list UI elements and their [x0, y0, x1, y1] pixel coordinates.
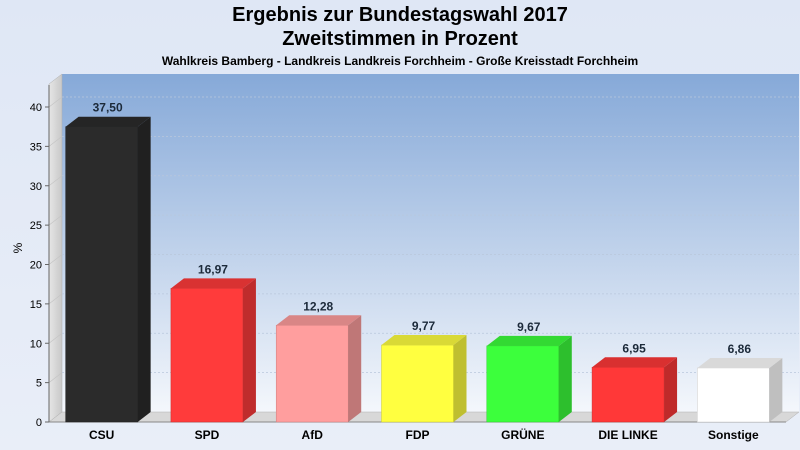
y-tick-label: 25 — [30, 220, 42, 232]
bar-side — [769, 357, 783, 422]
bar-top — [592, 357, 678, 368]
data-label: 12,28 — [303, 299, 333, 313]
x-tick-label: Sonstige — [708, 428, 759, 442]
y-tick-label: 5 — [36, 378, 42, 390]
gridline-side — [48, 214, 63, 226]
bar-front — [697, 367, 770, 423]
bar-top — [486, 335, 572, 346]
gridline-side — [48, 136, 63, 147]
bar-side — [453, 335, 467, 422]
gridline-side — [48, 332, 63, 344]
bar-side — [558, 335, 572, 422]
bar-side — [348, 315, 362, 422]
chart-title-line2: Zweitstimmen in Prozent — [282, 28, 518, 50]
bar — [381, 335, 467, 423]
bar-top — [170, 278, 256, 289]
gridline-side — [48, 96, 63, 108]
y-axis-label: % — [11, 242, 25, 253]
bar — [65, 116, 151, 423]
bar-side — [664, 357, 678, 422]
chart-subtitle: Wahlkreis Bamberg - Landkreis Landkreis … — [161, 54, 639, 68]
bar — [170, 278, 256, 423]
bar — [275, 315, 362, 423]
bar-front — [275, 325, 349, 423]
x-tick-label: CSU — [89, 428, 114, 442]
x-tick-label: DIE LINKE — [598, 428, 657, 442]
bar-front — [591, 367, 665, 423]
y-tick-label: 15 — [30, 299, 42, 311]
x-tick-label: AfD — [302, 428, 324, 442]
bar-front — [170, 288, 244, 423]
bar-side — [137, 116, 151, 422]
data-label: 6,95 — [622, 341, 646, 355]
x-tick-label: GRÜNE — [501, 427, 544, 442]
gridline-side — [48, 175, 63, 187]
x-tick-label: FDP — [406, 428, 430, 442]
bar-top — [276, 315, 362, 326]
gridline-side — [48, 293, 63, 305]
data-label: 16,97 — [198, 262, 228, 276]
bar-front — [381, 344, 454, 423]
bar-top — [65, 116, 151, 127]
y-tick-label: 20 — [30, 260, 42, 272]
y-tick-label: 0 — [36, 417, 42, 429]
bar-front — [486, 345, 560, 423]
bar-front — [65, 126, 138, 423]
bar — [591, 357, 678, 423]
bar — [697, 357, 783, 423]
gridline-side — [48, 372, 63, 383]
chart-title: Ergebnis zur Bundestagswahl 2017 — [232, 4, 568, 26]
data-label: 37,50 — [93, 101, 123, 115]
x-tick-label: SPD — [195, 428, 220, 442]
data-label: 9,67 — [517, 320, 541, 334]
plot-side-wall — [48, 73, 63, 423]
data-label: 6,86 — [728, 342, 752, 356]
y-tick-label: 40 — [30, 102, 42, 114]
gridline-side — [48, 254, 63, 265]
bar-side — [242, 278, 256, 422]
bar-top — [381, 335, 467, 346]
y-tick-label: 30 — [30, 181, 42, 193]
bar — [486, 335, 572, 423]
y-tick-label: 35 — [30, 141, 42, 153]
y-tick-label: 10 — [30, 338, 42, 350]
data-label: 9,77 — [412, 319, 436, 333]
bar-top — [697, 357, 783, 368]
